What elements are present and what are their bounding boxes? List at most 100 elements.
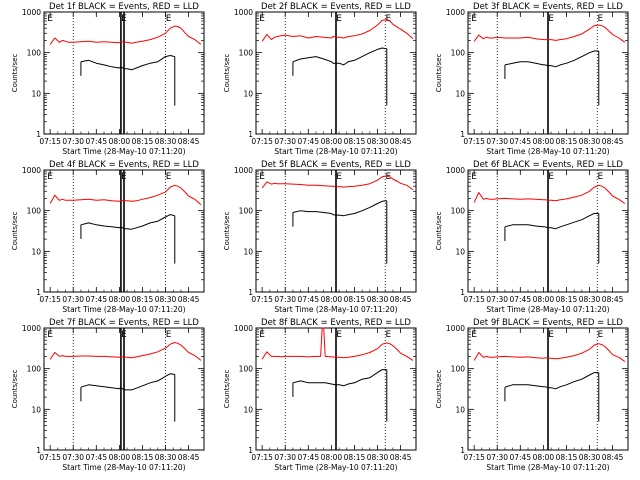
panel-title: Det 5f BLACK = Events, RED = LLD	[261, 160, 411, 170]
panel-6: Det 6f BLACK = Events, RED = LLD 1 10 100 10…	[435, 160, 629, 314]
x-tick-label: 08:00	[109, 453, 131, 462]
lld-series-line	[473, 24, 626, 43]
events-series-line	[292, 369, 387, 387]
x-axis-label: Start Time (28-May-10 07:11:20)	[62, 463, 185, 472]
panel-7: Det 7f BLACK = Events, RED = LLD 1 10 100 10…	[11, 318, 205, 472]
x-tick-label: 07:45	[297, 295, 319, 304]
x-tick-label: 07:15	[251, 295, 273, 304]
marker-label-e: E	[166, 14, 172, 24]
x-tick-label: 08:15	[556, 453, 578, 462]
x-tick-label: 08:00	[321, 137, 343, 146]
x-tick-label: 08:30	[155, 295, 177, 304]
lld-series-line	[49, 342, 202, 361]
y-axis-label: Counts/sec	[11, 370, 19, 409]
marker-label-e: E	[121, 14, 127, 24]
y-tick-label: 1000	[446, 166, 465, 175]
y-axis-label: Counts/sec	[11, 54, 19, 93]
y-tick-label: 1000	[234, 324, 253, 333]
y-tick-label: 10	[31, 247, 41, 256]
x-tick-label: 08:30	[155, 137, 177, 146]
y-tick-label: 10	[31, 405, 41, 414]
events-series-line	[80, 373, 175, 391]
x-tick-label: 08:45	[602, 137, 624, 146]
lld-series-line	[261, 19, 414, 42]
y-tick-label: 1000	[22, 8, 41, 17]
panel-title: Det 9f BLACK = Events, RED = LLD	[473, 318, 623, 328]
marker-label-e: E	[166, 330, 172, 340]
panel-8: Det 8f BLACK = Events, RED = LLD 1 10 100 10…	[223, 318, 417, 472]
lld-series-line	[261, 175, 414, 191]
panel-title: Det 7f BLACK = Events, RED = LLD	[49, 318, 199, 328]
lld-series-line	[261, 327, 414, 361]
y-tick-label: 1000	[22, 324, 41, 333]
marker-label-e: E	[385, 14, 391, 24]
x-tick-label: 08:15	[344, 295, 366, 304]
y-tick-label: 10	[243, 247, 253, 256]
x-tick-label: 08:30	[367, 453, 389, 462]
x-tick-label: 08:45	[390, 295, 412, 304]
marker-label-e: E	[259, 172, 265, 182]
y-tick-label: 10	[243, 405, 253, 414]
y-axis-label: Counts/sec	[223, 54, 231, 93]
y-tick-label: 100	[239, 365, 254, 374]
y-tick-label: 100	[239, 49, 254, 58]
y-tick-label: 100	[451, 365, 466, 374]
panel-9: Det 9f BLACK = Events, RED = LLD 1 10 100 10…	[435, 318, 629, 472]
marker-label-e: E	[548, 172, 554, 182]
y-tick-label: 1000	[22, 166, 41, 175]
y-tick-label: 100	[451, 49, 466, 58]
marker-label-e: E	[47, 330, 53, 340]
x-tick-label: 07:30	[486, 453, 508, 462]
x-tick-label: 08:15	[132, 295, 154, 304]
x-tick-label: 08:45	[178, 137, 200, 146]
marker-label-e: E	[47, 14, 53, 24]
x-tick-label: 07:15	[463, 453, 485, 462]
marker-label-e: E	[336, 172, 342, 182]
events-series-line	[80, 55, 175, 71]
y-tick-label: 10	[455, 405, 465, 414]
y-tick-label: 1	[248, 130, 253, 139]
x-tick-label: 07:15	[39, 295, 61, 304]
x-tick-label: 08:00	[533, 295, 555, 304]
x-tick-label: 07:45	[85, 453, 107, 462]
lld-series-line	[49, 25, 202, 45]
x-tick-label: 07:30	[486, 295, 508, 304]
y-axis-label: Counts/sec	[435, 370, 443, 409]
x-tick-label: 08:00	[321, 295, 343, 304]
panel-2: Det 2f BLACK = Events, RED = LLD 1 10 100 10…	[223, 2, 417, 156]
marker-label-e: E	[259, 330, 265, 340]
panel-title: Det 2f BLACK = Events, RED = LLD	[261, 2, 411, 12]
marker-label-e: E	[336, 330, 342, 340]
y-axis-label: Counts/sec	[435, 212, 443, 251]
x-tick-label: 08:30	[579, 137, 601, 146]
x-tick-label: 08:30	[155, 453, 177, 462]
lld-series-line	[473, 343, 626, 362]
y-axis-label: Counts/sec	[223, 370, 231, 409]
panel-title: Det 8f BLACK = Events, RED = LLD	[261, 318, 411, 328]
marker-label-e: E	[548, 330, 554, 340]
x-tick-label: 08:15	[132, 453, 154, 462]
x-tick-label: 08:30	[367, 137, 389, 146]
panel-title: Det 3f BLACK = Events, RED = LLD	[473, 2, 623, 12]
x-tick-label: 08:45	[602, 453, 624, 462]
events-series-line	[504, 213, 599, 230]
y-tick-label: 100	[27, 365, 42, 374]
x-tick-label: 07:30	[274, 453, 296, 462]
panel-1: Det 1f BLACK = Events, RED = LLD 1 10 100 10…	[11, 2, 205, 156]
events-series-line	[80, 214, 175, 230]
x-tick-label: 07:30	[62, 453, 84, 462]
y-tick-label: 1000	[446, 8, 465, 17]
x-tick-label: 08:00	[109, 137, 131, 146]
marker-label-e: E	[471, 330, 477, 340]
panel-title: Det 1f BLACK = Events, RED = LLD	[49, 2, 199, 12]
panel-title: Det 4f BLACK = Events, RED = LLD	[49, 160, 199, 170]
x-tick-label: 08:30	[579, 295, 601, 304]
x-tick-label: 08:30	[579, 453, 601, 462]
y-tick-label: 1	[460, 130, 465, 139]
events-series-line	[504, 372, 599, 390]
x-tick-label: 08:15	[132, 137, 154, 146]
x-tick-label: 07:45	[509, 453, 531, 462]
x-tick-label: 07:45	[85, 137, 107, 146]
y-tick-label: 1	[248, 446, 253, 455]
